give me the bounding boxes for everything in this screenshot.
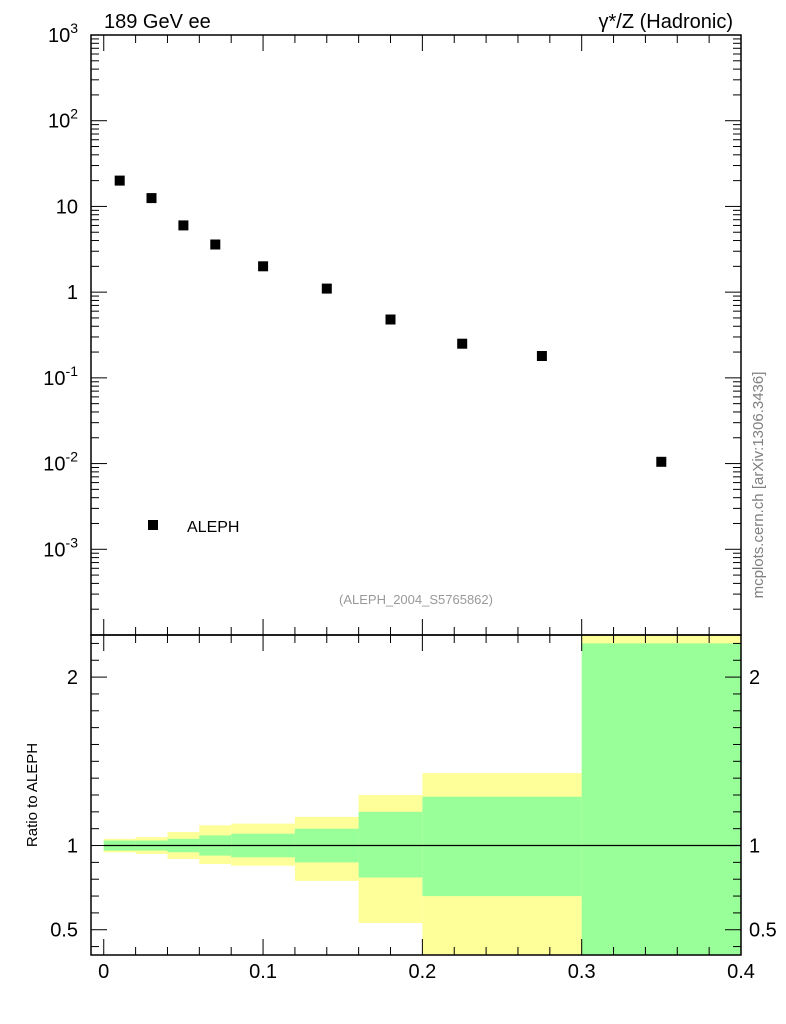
data-point-1 — [146, 193, 157, 204]
ratio-y-tick-label-left: 1 — [67, 836, 78, 858]
legend-label: ALEPH — [187, 519, 239, 536]
data-point-5 — [321, 283, 332, 294]
ratio-y-axis-label: Ratio to ALEPH — [24, 743, 41, 847]
ratio-y-tick-label-right: 1 — [749, 836, 760, 858]
main-y-tick-label: 102 — [48, 106, 78, 133]
main-y-tick-label: 10 — [56, 196, 78, 218]
ratio-band-stat-bin-7 — [422, 796, 503, 897]
data-point-8 — [536, 351, 547, 361]
ratio-y-tick-label-right: 0.5 — [749, 920, 777, 942]
x-tick-label: 0.2 — [408, 961, 436, 983]
ratio-y-tick-label-left: 0.5 — [50, 920, 78, 942]
ratio-band-stat-bin-8 — [502, 796, 582, 897]
plot-title-left: 189 GeV ee — [104, 11, 211, 33]
analysis-label: (ALEPH_2004_S5765862) — [339, 592, 493, 607]
data-point-4 — [258, 261, 269, 272]
data-point-2 — [178, 220, 189, 231]
ratio-band-stat-bin-6 — [358, 811, 423, 878]
x-tick-label: 0.4 — [727, 961, 755, 983]
data-point-9 — [656, 456, 667, 467]
data-point-3 — [210, 239, 221, 250]
main-y-tick-label: 10-3 — [43, 534, 78, 561]
main-y-tick-label: 10-2 — [43, 449, 78, 476]
data-point-7 — [457, 338, 468, 349]
ratio-y-tick-label-left: 2 — [67, 667, 78, 689]
ratio-y-tick-label-right: 2 — [749, 667, 760, 689]
main-y-tick-label: 10-1 — [43, 363, 78, 390]
axis-ticks — [91, 34, 742, 955]
ratio-band-stat-bin-9 — [581, 643, 741, 955]
main-y-tick-label: 1 — [67, 282, 78, 304]
data-point-6 — [385, 314, 396, 325]
plot-title-right: γ*/Z (Hadronic) — [599, 11, 733, 33]
data-point-0 — [114, 175, 125, 186]
x-tick-label: 0.3 — [568, 961, 596, 983]
axis-tick-labels: 10-3 10-2 10-1 1 10 102 103 0.5 0.5 1 1 2 2 0 0.1 0.2 0.… — [43, 20, 777, 983]
x-tick-label: 0 — [98, 961, 109, 983]
legend-marker — [148, 520, 158, 530]
main-y-tick-label: 103 — [48, 20, 78, 47]
x-tick-label: 0.1 — [249, 961, 277, 983]
ratio-bands — [103, 635, 741, 955]
data-points — [114, 175, 667, 467]
side-label: mcplots.cern.ch [arXiv:1306.3436] — [750, 372, 767, 599]
